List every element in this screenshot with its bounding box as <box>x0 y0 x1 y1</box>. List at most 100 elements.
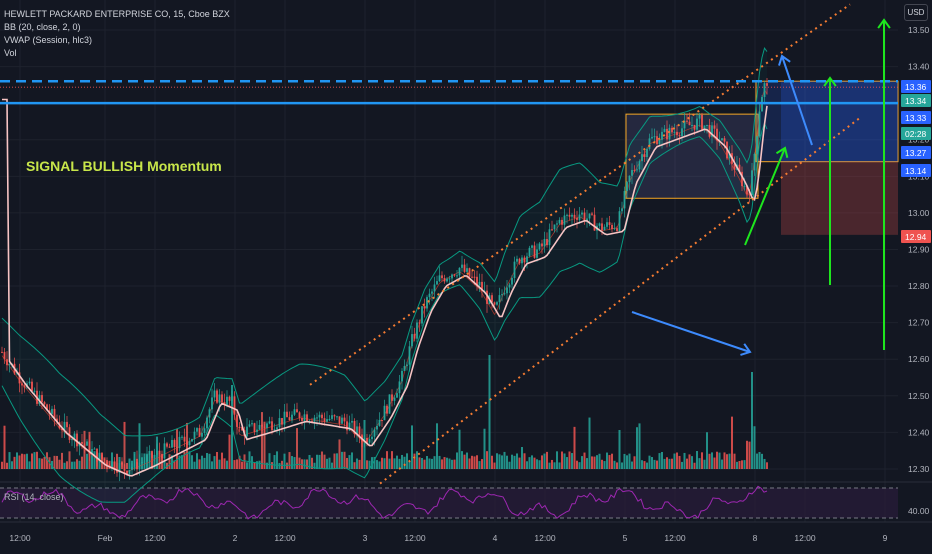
candle-body <box>183 436 186 442</box>
volume-bar <box>396 455 398 469</box>
volume-bar <box>761 453 763 469</box>
indicator-vwap[interactable]: VWAP (Session, hlc3) <box>4 35 93 45</box>
currency-button[interactable]: USD <box>904 4 928 21</box>
candle-body <box>181 436 183 438</box>
volume-bar <box>86 453 88 469</box>
candle-body <box>421 306 423 324</box>
candle-body <box>388 394 391 414</box>
volume-bar <box>483 428 486 469</box>
arrow-green-mid-head <box>823 76 837 87</box>
candle-body <box>83 443 86 446</box>
volume-bar <box>221 452 223 469</box>
volume-bar <box>81 456 83 469</box>
price-badge-label: 13.33 <box>905 113 927 123</box>
volume-bar <box>298 457 301 469</box>
volume-bar <box>713 457 716 469</box>
chart-legend: HEWLETT PACKARD ENTERPRISE CO, 15, Cboe … <box>4 8 230 60</box>
volume-bar <box>66 461 68 469</box>
volume-bar <box>571 453 573 469</box>
volume-bar <box>406 453 408 469</box>
candle-body <box>508 284 511 288</box>
volume-bar <box>706 432 708 469</box>
volume-bar <box>551 459 553 469</box>
volume-bar <box>448 458 451 469</box>
candle-body <box>163 443 166 459</box>
candle-body <box>363 437 366 442</box>
volume-bar <box>338 439 341 469</box>
volume-bar <box>741 460 743 469</box>
candle-body <box>353 420 356 435</box>
candle-body <box>481 281 483 291</box>
candle-body <box>498 295 501 303</box>
candle-body <box>176 447 178 449</box>
indicator-vol[interactable]: Vol <box>4 48 17 58</box>
symbol-title[interactable]: HEWLETT PACKARD ENTERPRISE CO, 15, Cboe … <box>4 9 230 19</box>
volume-bar <box>28 461 31 469</box>
volume-bar <box>416 451 418 469</box>
price-axis[interactable]: 13.5013.4013.3013.2013.1013.0012.9012.80… <box>901 25 931 516</box>
volume-bar <box>468 458 471 469</box>
candle-body <box>696 118 698 130</box>
candle-body <box>456 275 458 277</box>
arrow-blue-up-head <box>778 54 791 66</box>
volume-bar <box>588 417 591 469</box>
candle-body <box>93 448 96 450</box>
time-tick-label: 12:00 <box>274 533 296 543</box>
candle-body <box>146 455 148 462</box>
candle-body <box>246 426 248 437</box>
volume-bar <box>163 460 166 469</box>
candle-body <box>106 460 108 466</box>
volume-bar <box>283 453 286 469</box>
volume-bar <box>738 461 741 469</box>
price-tick-label: 12.40 <box>908 427 930 437</box>
volume-bar <box>638 423 641 469</box>
candle-body <box>68 427 71 440</box>
time-tick-label: 2 <box>233 533 238 543</box>
volume-bar <box>203 457 206 469</box>
candle-body <box>561 219 563 225</box>
volume-bar <box>278 462 281 469</box>
time-axis[interactable]: 12:00 Feb 12:00 2 12:00 3 12:00 4 12:00 5 12:00 8 12… <box>9 533 887 543</box>
volume-bar <box>336 453 338 469</box>
candle-body <box>98 452 101 462</box>
candle-body <box>213 390 216 398</box>
volume-bar <box>643 461 646 469</box>
volume-bar <box>476 455 478 469</box>
candle-body <box>371 436 373 440</box>
candle-body <box>273 429 276 431</box>
channel-upper <box>309 3 851 386</box>
volume-bar <box>253 462 256 469</box>
candle-body <box>8 363 11 366</box>
candle-body <box>343 417 346 422</box>
candle-body <box>698 114 701 119</box>
volume-bar <box>716 451 718 469</box>
candle-body <box>281 418 283 425</box>
candle-body <box>43 402 46 405</box>
volume-bar <box>466 452 468 469</box>
volume-bar <box>621 462 623 469</box>
volume-bar <box>306 459 308 469</box>
volume-bar <box>676 452 678 469</box>
volume-bar <box>478 461 481 469</box>
candle-body <box>458 267 461 276</box>
candle-body <box>691 124 693 126</box>
volume-bar <box>558 462 561 469</box>
candle-body <box>178 436 181 449</box>
candle-body <box>206 417 208 429</box>
indicator-bb[interactable]: BB (20, close, 2, 0) <box>4 22 81 32</box>
volume-bar <box>686 458 688 469</box>
volume-bar <box>91 455 93 469</box>
candle-body <box>381 419 383 421</box>
candle-body <box>368 439 371 443</box>
candle-body <box>366 437 368 443</box>
volume-bar <box>583 452 586 469</box>
rsi-indicator-label[interactable]: RSI (14, close) <box>4 492 64 502</box>
volume-bar <box>61 452 63 469</box>
candle-body <box>141 462 143 464</box>
candle-body <box>196 428 198 432</box>
range-box <box>755 80 899 163</box>
candle-body <box>143 461 146 463</box>
volume-bar <box>513 455 516 469</box>
volume-bar <box>93 451 96 469</box>
